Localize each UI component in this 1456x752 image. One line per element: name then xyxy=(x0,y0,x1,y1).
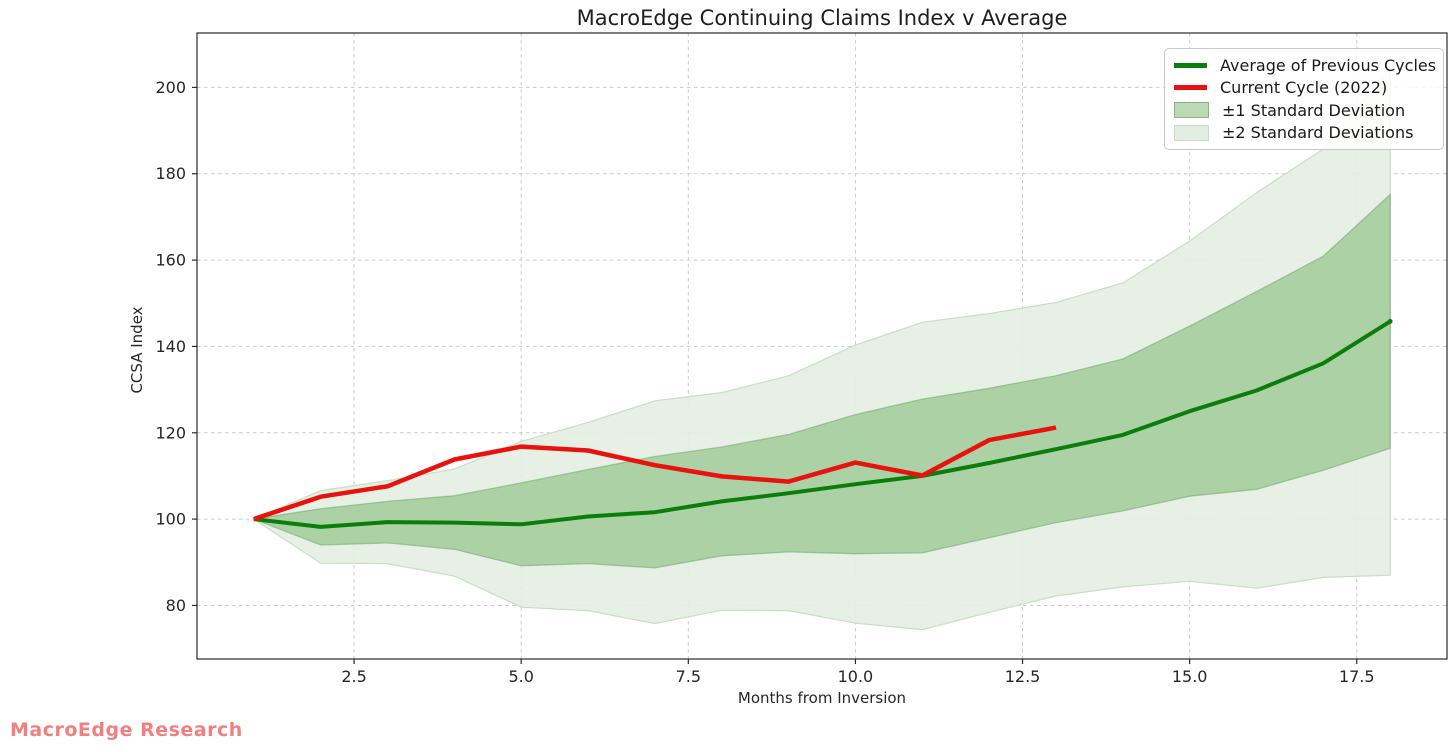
legend-item-band-2sd: ±2 Standard Deviations xyxy=(1174,122,1434,145)
x-tick-label: 2.5 xyxy=(341,667,366,686)
x-tick-label: 10.0 xyxy=(838,667,874,686)
watermark-text: MacroEdge Research xyxy=(10,719,243,741)
x-tick-label: 7.5 xyxy=(676,667,701,686)
legend-item-band-1sd: ±1 Standard Deviation xyxy=(1174,99,1434,122)
legend-item-label: Current Cycle (2022) xyxy=(1220,78,1388,98)
average-line xyxy=(253,319,1392,529)
legend-item-label: ±1 Standard Deviation xyxy=(1222,100,1406,120)
x-tick-label: 12.5 xyxy=(1005,667,1041,686)
current-line xyxy=(253,425,1057,522)
y-tick-label: 160 xyxy=(155,251,186,270)
y-axis-label: CCSA Index xyxy=(128,306,146,394)
y-tick-label: 200 xyxy=(155,78,186,97)
current-line-swatch xyxy=(1174,85,1207,91)
y-tick-label: 140 xyxy=(155,337,186,356)
y-tick-label: 100 xyxy=(155,510,186,529)
legend-item-average: Average of Previous Cycles xyxy=(1174,54,1437,77)
average-line-endpoint xyxy=(1387,318,1393,324)
y-tick-label: 180 xyxy=(155,164,186,183)
x-axis-label: Months from Inversion xyxy=(737,689,907,707)
legend-box: Average of Previous Cycles Current Cycle… xyxy=(1164,48,1444,150)
band-2sd-swatch xyxy=(1174,124,1209,141)
legend-item-label: ±2 Standard Deviations xyxy=(1222,123,1414,143)
legend-item-current: Current Cycle (2022) xyxy=(1174,77,1434,100)
y-tick-label: 80 xyxy=(166,596,186,615)
x-tick-label: 15.0 xyxy=(1172,667,1208,686)
average-line-swatch xyxy=(1174,62,1207,68)
chart-title: MacroEdge Continuing Claims Index v Aver… xyxy=(576,6,1068,30)
band-1sd-swatch xyxy=(1174,102,1209,119)
legend-item-label: Average of Previous Cycles xyxy=(1220,55,1437,75)
x-tick-label: 5.0 xyxy=(508,667,533,686)
x-tick-label: 17.5 xyxy=(1339,667,1375,686)
y-tick-label: 120 xyxy=(155,423,186,442)
